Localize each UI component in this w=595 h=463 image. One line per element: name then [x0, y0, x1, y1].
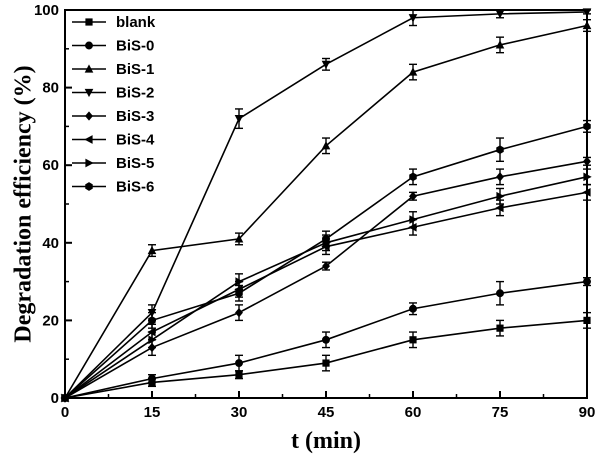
data-point — [408, 67, 418, 76]
data-point — [495, 40, 505, 49]
data-point — [234, 115, 244, 124]
legend-label: BiS-4 — [116, 132, 155, 149]
data-point — [496, 145, 504, 154]
data-point — [321, 141, 331, 150]
legend-label: BiS-1 — [116, 61, 154, 78]
ticks-layer: 0 15 30 45 60 75 90 0 20 40 60 80 100 — [34, 2, 595, 421]
x-tick-label: 60 — [405, 404, 422, 421]
y-axis-title: Degradation efficiency (%) — [10, 65, 36, 342]
data-point — [495, 10, 505, 19]
y-tick-label: 60 — [42, 157, 59, 174]
series-blank — [61, 311, 591, 402]
legend-item: BiS-4 — [72, 132, 155, 149]
y-tick-label: 100 — [34, 2, 59, 19]
data-point — [322, 234, 330, 244]
data-point — [322, 261, 330, 271]
data-point — [322, 335, 330, 344]
data-point — [496, 191, 505, 201]
data-point — [496, 324, 504, 332]
legend-label: BiS-2 — [116, 85, 154, 102]
data-point — [234, 234, 244, 243]
data-point — [409, 191, 417, 201]
x-tick-label: 45 — [318, 404, 335, 421]
x-tick-label: 75 — [492, 404, 509, 421]
legend-label: blank — [116, 14, 156, 31]
legend-marker — [84, 64, 94, 73]
data-point — [235, 277, 244, 286]
x-axis-title: t (min) — [291, 428, 361, 454]
legend-item: BiS-6 — [72, 179, 154, 196]
legend-label: BiS-0 — [116, 38, 154, 55]
legend: blank BiS-0 BiS-1 BiS-2 BiS-3 BiS-4 BiS-5 BiS-6 — [72, 14, 156, 196]
legend-marker — [84, 88, 94, 98]
legend-marker — [85, 158, 94, 168]
legend-item: BiS-0 — [72, 38, 154, 55]
data-point — [409, 304, 417, 313]
data-point — [496, 172, 504, 182]
y-tick-label: 40 — [42, 235, 59, 252]
legend-label: BiS-3 — [116, 108, 154, 125]
legend-item: BiS-3 — [72, 108, 154, 125]
x-tick-label: 0 — [61, 404, 69, 421]
data-point — [148, 335, 157, 345]
data-point — [322, 359, 330, 367]
legend-marker — [85, 41, 93, 50]
data-point — [147, 245, 157, 255]
data-point — [409, 215, 418, 224]
data-point — [235, 359, 243, 368]
series-layer — [60, 8, 592, 403]
data-point — [235, 371, 243, 379]
legend-marker — [85, 182, 93, 191]
legend-label: BiS-6 — [116, 179, 154, 196]
x-tick-label: 15 — [144, 404, 161, 421]
data-point — [409, 336, 417, 344]
y-tick-label: 20 — [42, 312, 59, 329]
legend-item: BiS-1 — [72, 61, 154, 78]
x-tick-label: 90 — [579, 404, 595, 421]
data-point — [495, 203, 504, 213]
y-tick-label: 80 — [42, 80, 59, 97]
data-point — [321, 60, 331, 69]
data-point — [408, 14, 418, 23]
data-point — [496, 289, 504, 298]
legend-item: BiS-5 — [72, 155, 154, 172]
legend-marker — [84, 135, 93, 144]
data-point — [409, 172, 417, 182]
legend-item: BiS-2 — [72, 85, 154, 102]
y-tick-label: 0 — [51, 390, 59, 407]
x-tick-label: 30 — [231, 404, 248, 421]
legend-marker — [85, 111, 93, 121]
legend-marker — [85, 18, 93, 26]
data-point — [235, 288, 243, 298]
legend-item: blank — [72, 14, 156, 31]
data-point — [148, 374, 156, 383]
data-point — [148, 316, 156, 325]
data-point — [235, 307, 243, 318]
legend-label: BiS-5 — [116, 155, 154, 172]
